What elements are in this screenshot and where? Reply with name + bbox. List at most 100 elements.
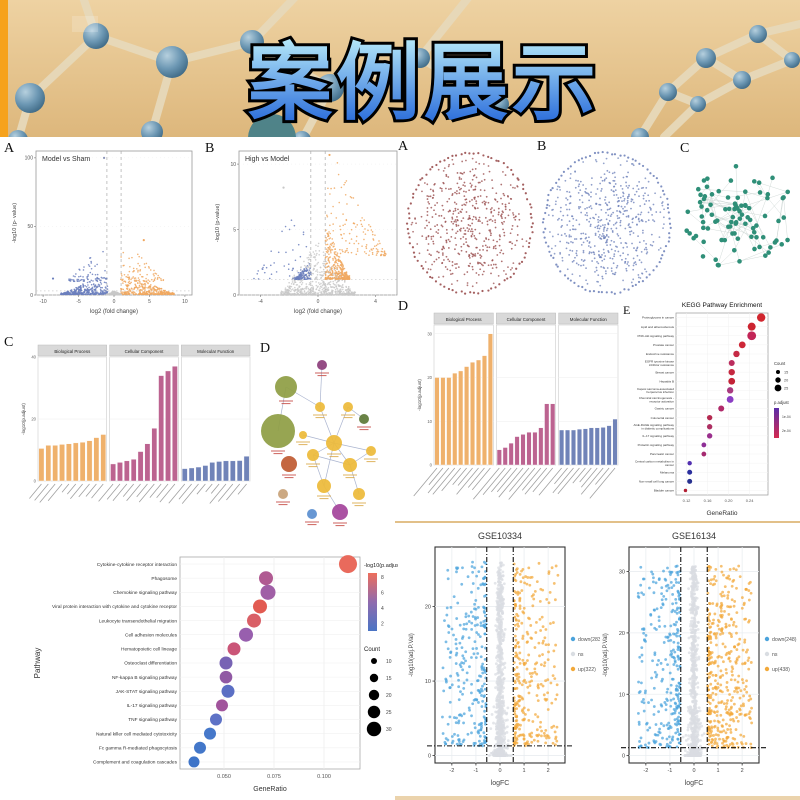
svg-text:log2 (fold change): log2 (fold change) bbox=[90, 309, 138, 315]
svg-text:-log10(p.adjust): -log10(p.adjust) bbox=[364, 563, 398, 569]
go-enrichment-barchart-left: 0 20 40 -log10(p.adjust) Biological Process C… bbox=[21, 344, 251, 504]
teal-globe bbox=[248, 114, 296, 137]
svg-text:20: 20 bbox=[386, 693, 392, 699]
svg-text:Breast cancer: Breast cancer bbox=[655, 370, 674, 374]
panel-letter: C bbox=[4, 335, 14, 350]
svg-text:15: 15 bbox=[784, 371, 788, 375]
svg-text:Pathway: Pathway bbox=[33, 648, 42, 679]
network-graph-c bbox=[684, 163, 791, 268]
panel-go-barchart-right: D 0 10 20 30 -log10(p.adjust) Biological Proc… bbox=[398, 297, 624, 529]
molecule-background-art: 案例展示 bbox=[8, 0, 800, 137]
svg-text:IL-17 signaling pathway: IL-17 signaling pathway bbox=[127, 703, 178, 709]
svg-text:p.adjust: p.adjust bbox=[774, 400, 790, 405]
banner-title: 案例展示 bbox=[248, 36, 600, 130]
svg-text:-4: -4 bbox=[258, 299, 263, 305]
panel-go-barchart-left: C 0 20 40 -log10(p.adjust) Biological Proces… bbox=[4, 331, 254, 527]
svg-text:Melanoma: Melanoma bbox=[660, 470, 674, 474]
molecule-spheres bbox=[8, 23, 800, 137]
svg-text:5: 5 bbox=[233, 227, 236, 233]
svg-text:Chemokine signaling pathway: Chemokine signaling pathway bbox=[113, 590, 177, 596]
svg-text:10: 10 bbox=[427, 419, 432, 424]
svg-text:-10: -10 bbox=[39, 299, 46, 305]
svg-text:JAK-STAT signaling pathway: JAK-STAT signaling pathway bbox=[116, 689, 178, 695]
svg-text:10: 10 bbox=[230, 162, 236, 168]
svg-text:NF-kappa B signaling pathway: NF-kappa B signaling pathway bbox=[112, 675, 178, 681]
svg-text:Leukocyte transendothelial mig: Leukocyte transendothelial migration bbox=[99, 618, 177, 624]
svg-text:20: 20 bbox=[427, 375, 432, 380]
svg-text:20: 20 bbox=[31, 417, 36, 422]
svg-text:2: 2 bbox=[381, 622, 384, 628]
svg-text:High vs Model: High vs Model bbox=[245, 156, 290, 163]
svg-text:Colorectal cancer: Colorectal cancer bbox=[651, 416, 674, 420]
svg-text:0: 0 bbox=[233, 293, 236, 299]
svg-text:0: 0 bbox=[317, 299, 320, 305]
volcano-plot-high-vs-model: 0 5 10 -4 0 4 High vs Model log2 (fold change) -… bbox=[215, 150, 398, 315]
svg-text:Molecular Function: Molecular Function bbox=[197, 349, 235, 354]
network-scatter-b bbox=[541, 150, 672, 295]
panel-letter: C bbox=[680, 141, 690, 156]
svg-text:30: 30 bbox=[386, 727, 392, 733]
kegg-pathway-enrichment-dotplot: Proteoglycans in cancer Lipid and atheros… bbox=[633, 302, 791, 517]
svg-text:Cell adhesion molecules: Cell adhesion molecules bbox=[125, 632, 178, 638]
svg-text:Model vs Sham: Model vs Sham bbox=[42, 156, 90, 163]
svg-text:cancer: cancer bbox=[665, 463, 674, 467]
svg-text:Kaposi sarcoma-associated: Kaposi sarcoma-associated bbox=[637, 387, 674, 391]
watermark-box bbox=[72, 16, 98, 32]
svg-text:Osteoclast differentiation: Osteoclast differentiation bbox=[124, 661, 177, 667]
svg-text:Gastric cancer: Gastric cancer bbox=[655, 407, 674, 411]
svg-text:in diabetic complications: in diabetic complications bbox=[641, 427, 674, 431]
svg-text:40: 40 bbox=[31, 355, 36, 360]
go-enrichment-barchart-right: 0 10 20 30 -log10(p.adjust) Biological Proces… bbox=[413, 312, 619, 500]
svg-text:2e-04: 2e-04 bbox=[782, 429, 791, 433]
svg-text:Count: Count bbox=[774, 361, 786, 366]
volcano-plot-model-vs-sham: 0 50 100 -10 -5 0 5 10 Model vs Sham log2 (fold c… bbox=[12, 150, 193, 315]
panel-network-c: C bbox=[678, 141, 800, 293]
svg-text:50: 50 bbox=[27, 224, 33, 230]
svg-text:0.075: 0.075 bbox=[267, 774, 281, 780]
svg-text:Complement and coagulation cas: Complement and coagulation cascades bbox=[93, 760, 178, 766]
svg-text:Hematopoietic cell lineage: Hematopoietic cell lineage bbox=[121, 647, 177, 653]
panel-bubble-network: D bbox=[256, 331, 401, 527]
bottom-divider-line bbox=[395, 796, 800, 800]
svg-text:-5: -5 bbox=[76, 299, 81, 305]
panel-letter: D bbox=[398, 299, 409, 314]
svg-text:25: 25 bbox=[784, 387, 788, 391]
svg-text:Hepatitis B: Hepatitis B bbox=[659, 379, 674, 383]
svg-text:Natural killer cell mediated c: Natural killer cell mediated cytotoxicit… bbox=[96, 731, 178, 737]
svg-text:0.100: 0.100 bbox=[317, 774, 331, 780]
svg-text:PI3K-Akt signaling pathway: PI3K-Akt signaling pathway bbox=[637, 334, 674, 338]
panel-network-b: B bbox=[537, 139, 675, 299]
svg-text:Central carbon metabolism in: Central carbon metabolism in bbox=[635, 460, 674, 464]
svg-text:30: 30 bbox=[427, 331, 432, 336]
svg-text:Cellular Component: Cellular Component bbox=[507, 317, 547, 322]
panel-pathway-dotplot: Cytokine-cytokine receptor interaction Ph… bbox=[28, 543, 398, 798]
svg-text:-log10 (p- value): -log10 (p- value) bbox=[12, 203, 18, 243]
banner-left-strip bbox=[0, 0, 8, 137]
svg-text:Viral protein interaction with: Viral protein interaction with cytokine … bbox=[52, 604, 177, 610]
svg-text:0.050: 0.050 bbox=[217, 774, 231, 780]
svg-text:1e-04: 1e-04 bbox=[782, 415, 791, 419]
svg-text:10: 10 bbox=[386, 659, 392, 665]
svg-text:inhibitor resistance: inhibitor resistance bbox=[649, 363, 674, 367]
panel-volcano-gse16134: 0 10 20 30 -2 -1 0 1 2 GSE16134 logFC -log10(adj.P.… bbox=[601, 525, 800, 797]
svg-text:Non-small cell lung cancer: Non-small cell lung cancer bbox=[639, 479, 674, 483]
svg-text:Lipid and atherosclerosis: Lipid and atherosclerosis bbox=[641, 325, 675, 329]
pathway-generatio-dotplot: Cytokine-cytokine receptor interaction Ph… bbox=[33, 555, 398, 793]
svg-text:0.16: 0.16 bbox=[704, 498, 713, 503]
svg-text:-log10(p.adjust): -log10(p.adjust) bbox=[21, 403, 26, 435]
svg-text:8: 8 bbox=[381, 575, 384, 581]
svg-text:0.20: 0.20 bbox=[725, 498, 734, 503]
svg-text:GeneRatio: GeneRatio bbox=[706, 510, 737, 517]
svg-text:6: 6 bbox=[381, 591, 384, 597]
svg-text:10: 10 bbox=[182, 299, 188, 305]
svg-text:herpesvirus infection: herpesvirus infection bbox=[646, 390, 674, 394]
network-scatter-a bbox=[405, 151, 534, 295]
svg-text:25: 25 bbox=[386, 710, 392, 716]
svg-text:4: 4 bbox=[374, 299, 377, 305]
svg-text:4: 4 bbox=[381, 606, 384, 612]
svg-text:0.24: 0.24 bbox=[746, 498, 755, 503]
svg-text:Molecular Function: Molecular Function bbox=[570, 317, 608, 322]
svg-text:AGE-RAGE signaling pathway: AGE-RAGE signaling pathway bbox=[633, 423, 674, 427]
